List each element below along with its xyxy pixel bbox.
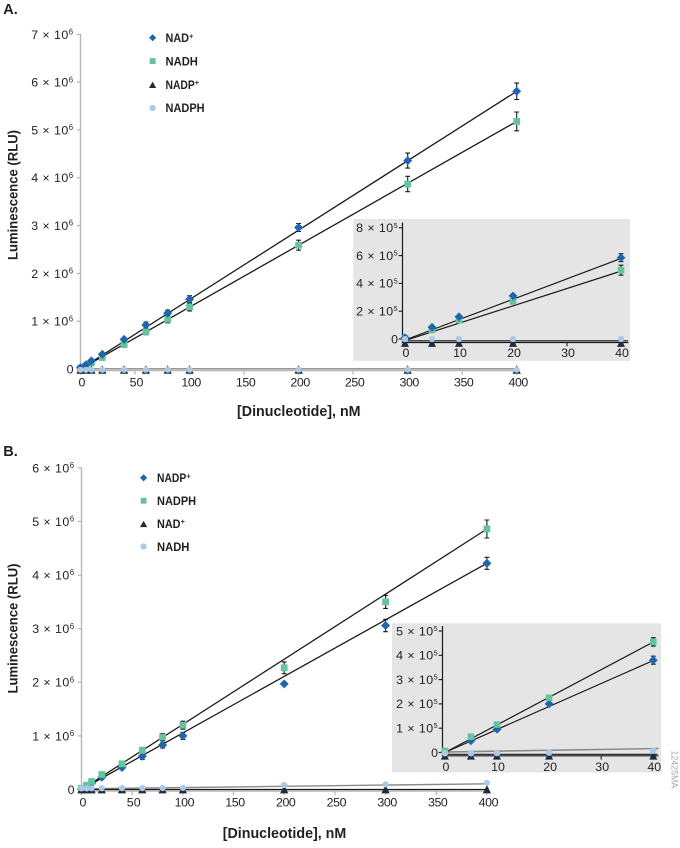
svg-text:350: 350 xyxy=(428,795,448,809)
svg-text:300: 300 xyxy=(399,375,419,389)
svg-text:30: 30 xyxy=(561,346,575,360)
svg-text:0: 0 xyxy=(80,795,87,809)
svg-text:Luminescence (RLU): Luminescence (RLU) xyxy=(5,130,21,260)
svg-text:2 × 105: 2 × 105 xyxy=(356,305,398,319)
svg-text:3 × 105: 3 × 105 xyxy=(396,673,438,687)
svg-text:200: 200 xyxy=(290,375,310,389)
svg-text:50: 50 xyxy=(127,795,141,809)
svg-text:NADPH: NADPH xyxy=(157,494,196,508)
svg-text:4 × 106: 4 × 106 xyxy=(31,171,73,185)
svg-text:Luminescence (RLU): Luminescence (RLU) xyxy=(5,564,21,694)
svg-text:0: 0 xyxy=(67,362,74,376)
svg-text:300: 300 xyxy=(377,795,397,809)
svg-text:10: 10 xyxy=(453,346,467,360)
svg-text:2 × 105: 2 × 105 xyxy=(396,697,438,711)
svg-text:0: 0 xyxy=(68,783,75,797)
svg-text:250: 250 xyxy=(345,375,365,389)
svg-text:400: 400 xyxy=(479,795,499,809)
svg-text:100: 100 xyxy=(181,375,201,389)
svg-text:6 × 106: 6 × 106 xyxy=(31,75,73,89)
svg-text:150: 150 xyxy=(225,795,245,809)
svg-text:NADPH: NADPH xyxy=(166,101,205,115)
svg-text:4 × 105: 4 × 105 xyxy=(396,649,438,663)
svg-text:1 × 106: 1 × 106 xyxy=(32,729,74,743)
svg-text:5 × 106: 5 × 106 xyxy=(31,123,73,137)
svg-text:0: 0 xyxy=(79,375,86,389)
svg-text:2 × 106: 2 × 106 xyxy=(32,675,74,689)
svg-text:12425MA: 12425MA xyxy=(670,751,680,789)
svg-text:200: 200 xyxy=(276,795,296,809)
svg-text:50: 50 xyxy=(130,375,144,389)
svg-text:5 × 106: 5 × 106 xyxy=(32,515,74,529)
svg-text:3 × 106: 3 × 106 xyxy=(31,219,73,233)
svg-text:1 × 106: 1 × 106 xyxy=(31,314,73,328)
svg-text:2 × 106: 2 × 106 xyxy=(31,267,73,281)
svg-text:6 × 105: 6 × 105 xyxy=(356,249,398,263)
svg-text:4 × 105: 4 × 105 xyxy=(356,277,398,291)
svg-text:NADP+: NADP+ xyxy=(157,471,191,485)
svg-text:400: 400 xyxy=(508,375,528,389)
svg-text:NADH: NADH xyxy=(166,54,198,68)
svg-text:NAD+: NAD+ xyxy=(166,31,195,45)
svg-text:150: 150 xyxy=(236,375,256,389)
svg-text:7 × 106: 7 × 106 xyxy=(31,28,73,42)
svg-text:4 × 106: 4 × 106 xyxy=(32,568,74,582)
svg-text:10: 10 xyxy=(491,760,505,774)
svg-text:0: 0 xyxy=(442,760,449,774)
svg-text:3 × 106: 3 × 106 xyxy=(32,622,74,636)
svg-text:6 × 106: 6 × 106 xyxy=(32,461,74,475)
svg-text:NADH: NADH xyxy=(157,540,189,554)
svg-text:40: 40 xyxy=(615,346,629,360)
svg-text:NAD+: NAD+ xyxy=(157,517,186,531)
svg-text:100: 100 xyxy=(175,795,195,809)
svg-text:0: 0 xyxy=(391,332,398,346)
svg-text:[Dinucleotide], nM: [Dinucleotide], nM xyxy=(223,826,347,842)
svg-text:A.: A. xyxy=(3,2,17,18)
svg-text:250: 250 xyxy=(327,795,347,809)
svg-text:0: 0 xyxy=(403,346,410,360)
svg-text:20: 20 xyxy=(543,760,557,774)
svg-text:30: 30 xyxy=(595,760,609,774)
svg-text:20: 20 xyxy=(507,346,521,360)
svg-text:8 × 105: 8 × 105 xyxy=(356,221,398,235)
svg-text:[Dinucleotide], nM: [Dinucleotide], nM xyxy=(237,404,361,420)
svg-text:1 × 105: 1 × 105 xyxy=(396,722,438,736)
svg-text:B.: B. xyxy=(3,444,17,460)
svg-text:NADP+: NADP+ xyxy=(166,78,200,92)
svg-text:40: 40 xyxy=(647,760,661,774)
svg-text:5 × 105: 5 × 105 xyxy=(396,624,438,638)
svg-text:350: 350 xyxy=(454,375,474,389)
svg-text:0: 0 xyxy=(431,746,438,760)
